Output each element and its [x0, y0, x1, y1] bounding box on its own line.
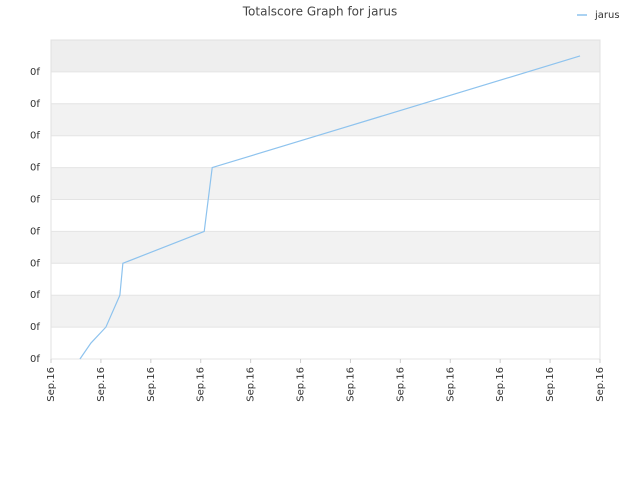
y-tick-label: 0f: [30, 163, 40, 174]
x-tick-label: Sep.16: [445, 367, 456, 402]
chart-title: Totalscore Graph for jarus: [242, 5, 398, 19]
grid-band: [51, 327, 600, 359]
legend-label: jarus: [594, 10, 620, 21]
x-tick-label: Sep.16: [495, 367, 506, 402]
grid-band: [51, 167, 600, 200]
x-tick-label: Sep.16: [395, 367, 406, 402]
grid-band: [51, 135, 600, 168]
x-tick-label: Sep.16: [296, 367, 307, 402]
y-tick-label: 0f: [30, 258, 40, 269]
y-tick-label: 0f: [30, 290, 40, 301]
x-tick-label: Sep.16: [545, 367, 556, 402]
y-tick-label: 0f: [30, 131, 40, 142]
x-tick-label: Sep.16: [96, 367, 107, 402]
x-tick-label: Sep.16: [146, 367, 157, 402]
x-tick-label: Sep.16: [595, 367, 606, 402]
y-tick-label: 0f: [30, 322, 40, 333]
x-tick-label: Sep.16: [345, 367, 356, 402]
grid-band: [51, 295, 600, 328]
y-tick-label: 0f: [30, 195, 40, 206]
x-tick-label: Sep.16: [246, 367, 257, 402]
x-tick-label: Sep.16: [196, 367, 207, 402]
grid-band: [51, 40, 600, 72]
y-tick-label: 0f: [30, 354, 40, 365]
grid-band: [51, 263, 600, 296]
y-tick-label: 0f: [30, 67, 40, 78]
grid-band: [51, 199, 600, 232]
x-tick-label: Sep.16: [46, 367, 57, 402]
grid-band: [51, 103, 600, 136]
line: [79, 55, 581, 360]
y-tick-label: 0f: [30, 99, 40, 110]
grid-band: [51, 71, 600, 104]
grid-band: [51, 231, 600, 264]
y-tick-label: 0f: [30, 226, 40, 237]
